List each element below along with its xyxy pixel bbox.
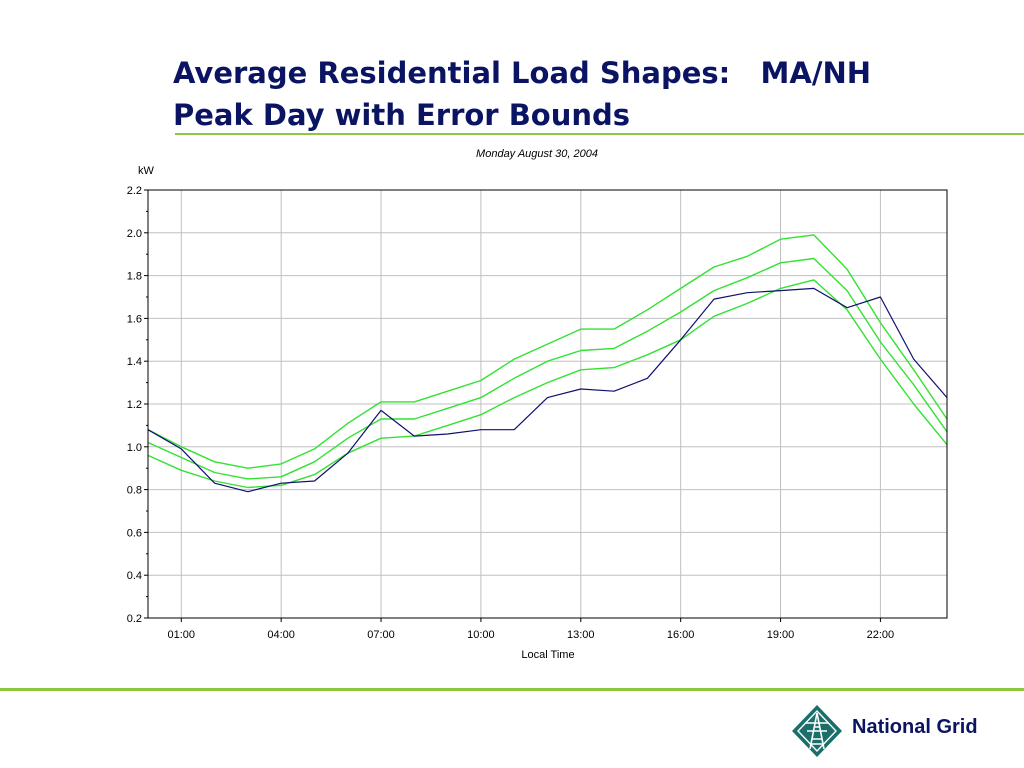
- y-tick-label: 1.4: [127, 356, 142, 368]
- x-tick-label: 04:00: [267, 629, 295, 641]
- x-tick-label: 01:00: [168, 629, 196, 641]
- logo-text: National Grid: [852, 716, 978, 738]
- x-axis-label: Local Time: [521, 649, 574, 661]
- y-tick-label: 2.2: [127, 185, 142, 197]
- series-line-mean: [147, 257, 948, 480]
- grid-lines: [148, 189, 947, 619]
- series-line-upper: [147, 234, 948, 469]
- load-shape-chart: Monday August 30, 2004 kW Local Time 0.2…: [127, 148, 948, 661]
- x-tick-label: 22:00: [867, 629, 895, 641]
- chart-title: Monday August 30, 2004: [476, 148, 598, 160]
- national-grid-logo: [792, 705, 842, 757]
- y-tick-label: 0.4: [127, 570, 142, 582]
- slide-title-line1: Average Residential Load Shapes: MA/NH: [173, 56, 871, 90]
- slide-title: Average Residential Load Shapes: MA/NH P…: [173, 52, 871, 136]
- y-tick-label: 0.2: [127, 613, 142, 625]
- x-tick-label: 16:00: [667, 629, 695, 641]
- x-tick-label: 19:00: [767, 629, 795, 641]
- footer-divider: [0, 688, 1024, 691]
- y-tick-label: 1.2: [127, 399, 142, 411]
- x-tick-label: 10:00: [467, 629, 495, 641]
- series-lines: [147, 234, 948, 493]
- series-line-lower: [147, 279, 948, 489]
- y-tick-label: 0.8: [127, 485, 142, 497]
- slide-title-line2: Peak Day with Error Bounds: [173, 98, 631, 132]
- y-tick-label: 1.8: [127, 271, 142, 283]
- y-tick-label: 1.6: [127, 313, 142, 325]
- title-divider: [175, 133, 1024, 135]
- y-tick-label: 2.0: [127, 228, 142, 240]
- y-tick-label: 1.0: [127, 442, 142, 454]
- axis-ticks: 0.2 0.4 0.6 0.8 1.0 1.2 1.4 1.6 1.8 2.0 2.2 01:00 04…: [127, 185, 894, 641]
- series-line-actual: [147, 287, 948, 493]
- x-tick-label: 07:00: [367, 629, 395, 641]
- y-axis-label: kW: [138, 165, 155, 177]
- y-tick-label: 0.6: [127, 527, 142, 539]
- x-tick-label: 13:00: [567, 629, 595, 641]
